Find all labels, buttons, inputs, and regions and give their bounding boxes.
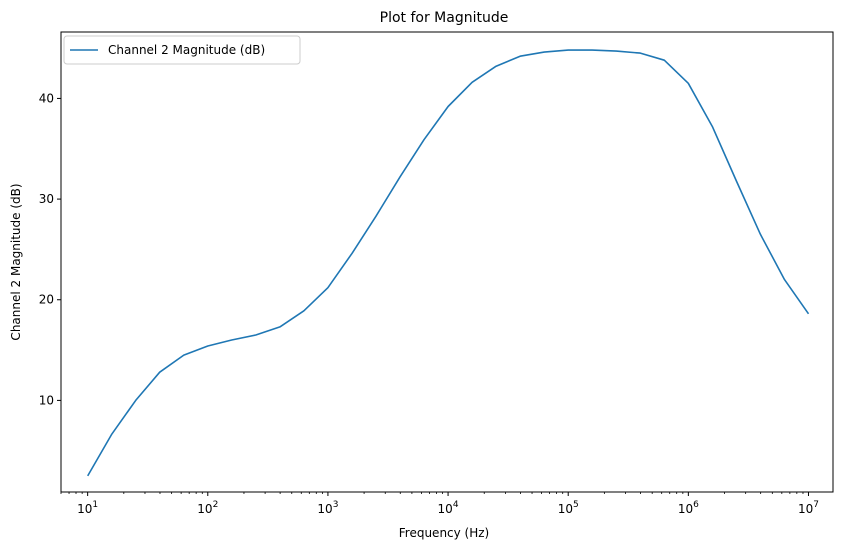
x-tick-label: 103 bbox=[317, 500, 338, 516]
series-line bbox=[87, 49, 810, 477]
plot-frame bbox=[60, 31, 834, 493]
chart-title: Plot for Magnitude bbox=[380, 10, 509, 26]
x-tick-label: 106 bbox=[678, 500, 699, 516]
x-axis-label: Frequency (Hz) bbox=[399, 526, 490, 540]
x-tick-label: 104 bbox=[438, 500, 459, 516]
x-tick-label: 102 bbox=[197, 500, 218, 516]
y-tick-label: 10 bbox=[39, 393, 54, 407]
x-tick-label: 105 bbox=[558, 500, 579, 516]
y-axis: 10 20 30 40 bbox=[39, 91, 61, 407]
plot-area bbox=[60, 31, 834, 493]
x-tick-label: 101 bbox=[77, 500, 98, 516]
y-tick-label: 30 bbox=[39, 192, 54, 206]
x-tick-label: 107 bbox=[798, 500, 819, 516]
legend-label: Channel 2 Magnitude (dB) bbox=[108, 43, 265, 57]
y-axis-label: Channel 2 Magnitude (dB) bbox=[9, 183, 23, 340]
legend-box bbox=[63, 35, 301, 65]
legend: Channel 2 Magnitude (dB) bbox=[63, 35, 301, 65]
y-tick-label: 40 bbox=[39, 91, 54, 105]
series-layer bbox=[87, 49, 810, 477]
x-axis: 101 102 103 104 105 106 107 bbox=[60, 492, 819, 516]
y-tick-label: 20 bbox=[39, 293, 54, 307]
